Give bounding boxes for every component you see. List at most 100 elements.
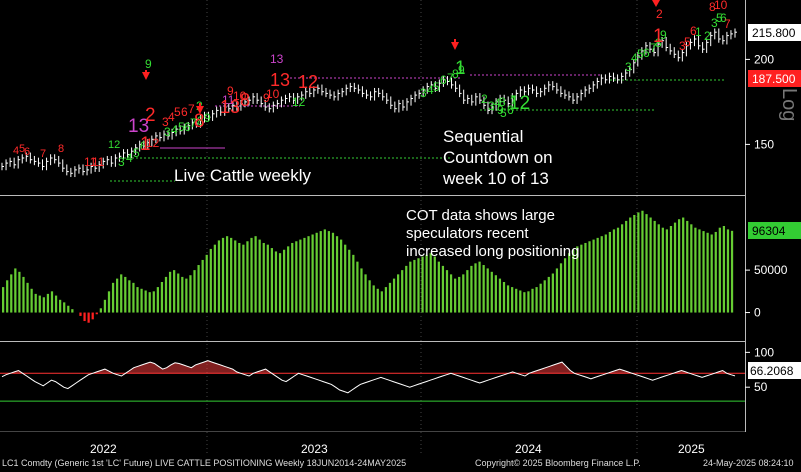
cot-bar (311, 234, 314, 313)
cot-bar (702, 231, 705, 313)
rsi-overbought-fill (2, 360, 735, 374)
cot-bar (2, 287, 5, 313)
demark-count-label: 8 (194, 111, 205, 132)
cot-bar (616, 227, 620, 313)
demark-count-label: 8 (499, 95, 506, 109)
cot-bar (181, 276, 184, 313)
price-tag: 215.800 (752, 26, 796, 40)
demark-count-label: 6 (720, 11, 727, 25)
sell-arrow-3 (451, 39, 459, 50)
cot-tick-label: 0 (754, 306, 761, 320)
demark-count-label: 6 (140, 139, 147, 153)
cot-bar (246, 241, 249, 313)
cot-bar (120, 274, 123, 313)
demark-count-label: 8 (58, 143, 64, 155)
cot-bar (26, 282, 29, 313)
cot-bar (511, 287, 514, 313)
cot-bar (209, 248, 212, 313)
rsi-tag: 66.2068 (750, 364, 794, 378)
demark-count-label: 2 (145, 105, 156, 126)
cot-bar (376, 288, 379, 313)
cot-bar (531, 288, 534, 313)
cot-bar (348, 249, 351, 313)
cot-bar (254, 236, 257, 313)
demark-count-label: 7 (650, 41, 657, 55)
demark-count-label: 10 (233, 89, 247, 103)
cot-bar (331, 232, 335, 313)
cot-bar (356, 261, 359, 313)
x-axis-label: 2023 (301, 442, 328, 456)
cot-bar (258, 239, 261, 313)
cot-bar (372, 285, 375, 313)
demark-count-label: 9 (204, 111, 211, 125)
cot-bar (506, 285, 510, 313)
demark-count-label: 2 (656, 7, 663, 21)
cot-bar (10, 274, 13, 313)
cot-bar (710, 234, 713, 313)
cot-bar (168, 271, 172, 313)
demark-count-label: 7 (510, 93, 517, 107)
demark-count-label: 1 (140, 134, 151, 155)
cot-bar (722, 226, 726, 313)
cot-bar (437, 261, 440, 313)
cot-bar (54, 295, 58, 313)
cot-bar (698, 229, 701, 313)
cot-bar (136, 287, 139, 313)
cot-tag-box (748, 222, 801, 239)
cot-bar (718, 227, 721, 313)
cot-bar (588, 241, 591, 313)
rsi-tick-label: 50 (754, 380, 768, 394)
cot-bar (490, 271, 493, 313)
cot-bar (42, 297, 45, 313)
price-series (1, 28, 737, 178)
cot-tick-label: 50000 (754, 263, 788, 277)
cot-bar (478, 261, 481, 313)
demark-count-label: 9 (263, 91, 270, 105)
cot-bar (441, 265, 445, 313)
cot-bar (600, 236, 603, 313)
x-axis-label: 2025 (678, 442, 705, 456)
cot-bar (225, 236, 229, 313)
cot-bar (429, 253, 432, 313)
cot-bar (596, 237, 599, 313)
cot-bar (352, 254, 355, 313)
demark-count-label: 8 (197, 114, 204, 128)
cot-bar (625, 220, 628, 313)
cot-bar (486, 268, 489, 313)
demark-count-label: 5 (684, 35, 691, 49)
cot-bar (91, 312, 94, 320)
log-scale-label: Log (778, 88, 800, 121)
demark-count-label: 5 (637, 47, 644, 61)
cot-tag: 96304 (752, 224, 786, 238)
cot-bar (641, 210, 644, 313)
cot-bar (50, 291, 54, 313)
cot-bars (2, 210, 734, 323)
cot-bar (238, 242, 241, 313)
demark-count-label: 11 (84, 155, 97, 169)
cot-bar (730, 230, 734, 313)
cot-bar (502, 282, 506, 313)
cot-bar (63, 302, 66, 313)
demark-count-label: 4 (126, 151, 133, 165)
cot-bar (18, 271, 21, 313)
cot-bar (539, 283, 542, 313)
demark-count-label: 7 (447, 71, 454, 85)
demark-count-label: 13 (270, 70, 290, 90)
cot-bar (543, 280, 546, 313)
sell-arrow-1 (142, 70, 150, 80)
demark-count-label: 1 (653, 26, 664, 47)
cot-bar (673, 222, 677, 313)
cot-bar (197, 265, 200, 313)
cot-bar (384, 287, 388, 313)
demark-count-label: 3 (420, 86, 427, 100)
cot-bar (156, 287, 159, 313)
cot-bar (682, 217, 685, 313)
cot-bar (6, 280, 9, 313)
cot-bar (576, 246, 579, 313)
cot-bar (686, 220, 689, 313)
demark-count-label: 12 (108, 139, 120, 151)
demark-count-label: 3 (118, 155, 125, 169)
cot-bar (193, 270, 196, 313)
cot-bar (295, 241, 298, 313)
